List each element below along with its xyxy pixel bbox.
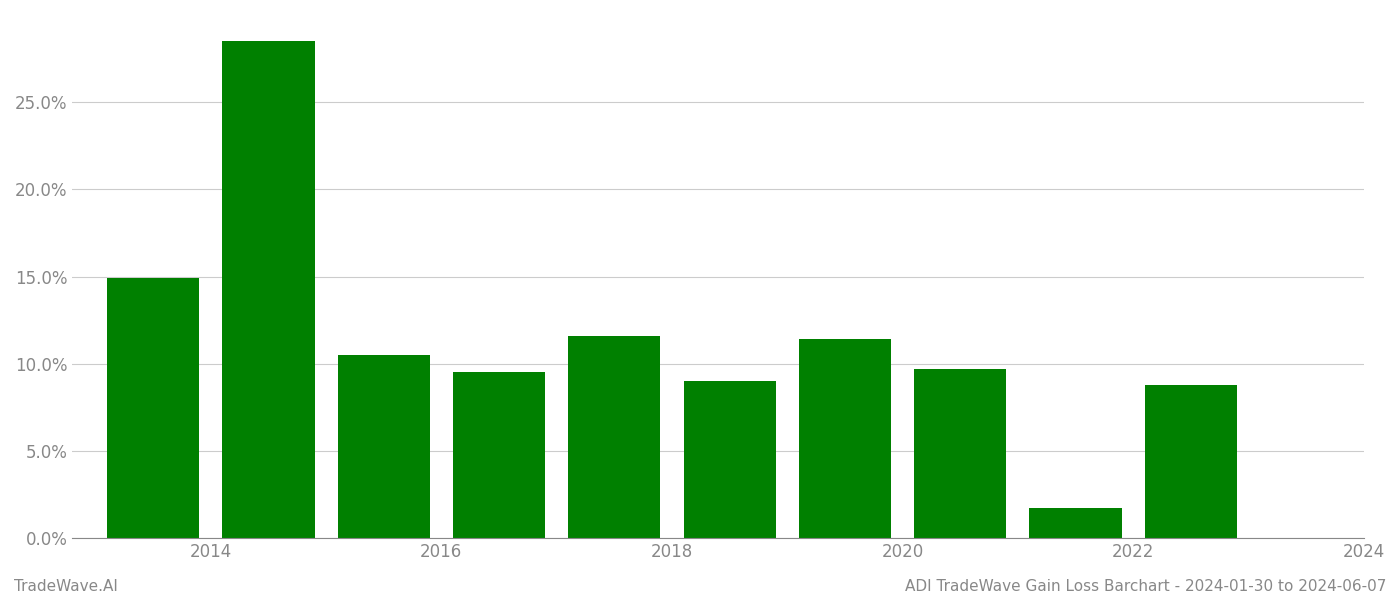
Text: TradeWave.AI: TradeWave.AI xyxy=(14,579,118,594)
Bar xyxy=(106,278,199,538)
Bar xyxy=(799,340,890,538)
Bar xyxy=(914,369,1007,538)
Bar xyxy=(1145,385,1238,538)
Bar xyxy=(452,373,545,538)
Text: ADI TradeWave Gain Loss Barchart - 2024-01-30 to 2024-06-07: ADI TradeWave Gain Loss Barchart - 2024-… xyxy=(904,579,1386,594)
Bar xyxy=(568,336,661,538)
Bar xyxy=(223,41,315,538)
Bar xyxy=(1029,508,1121,538)
Bar xyxy=(683,381,776,538)
Bar xyxy=(337,355,430,538)
